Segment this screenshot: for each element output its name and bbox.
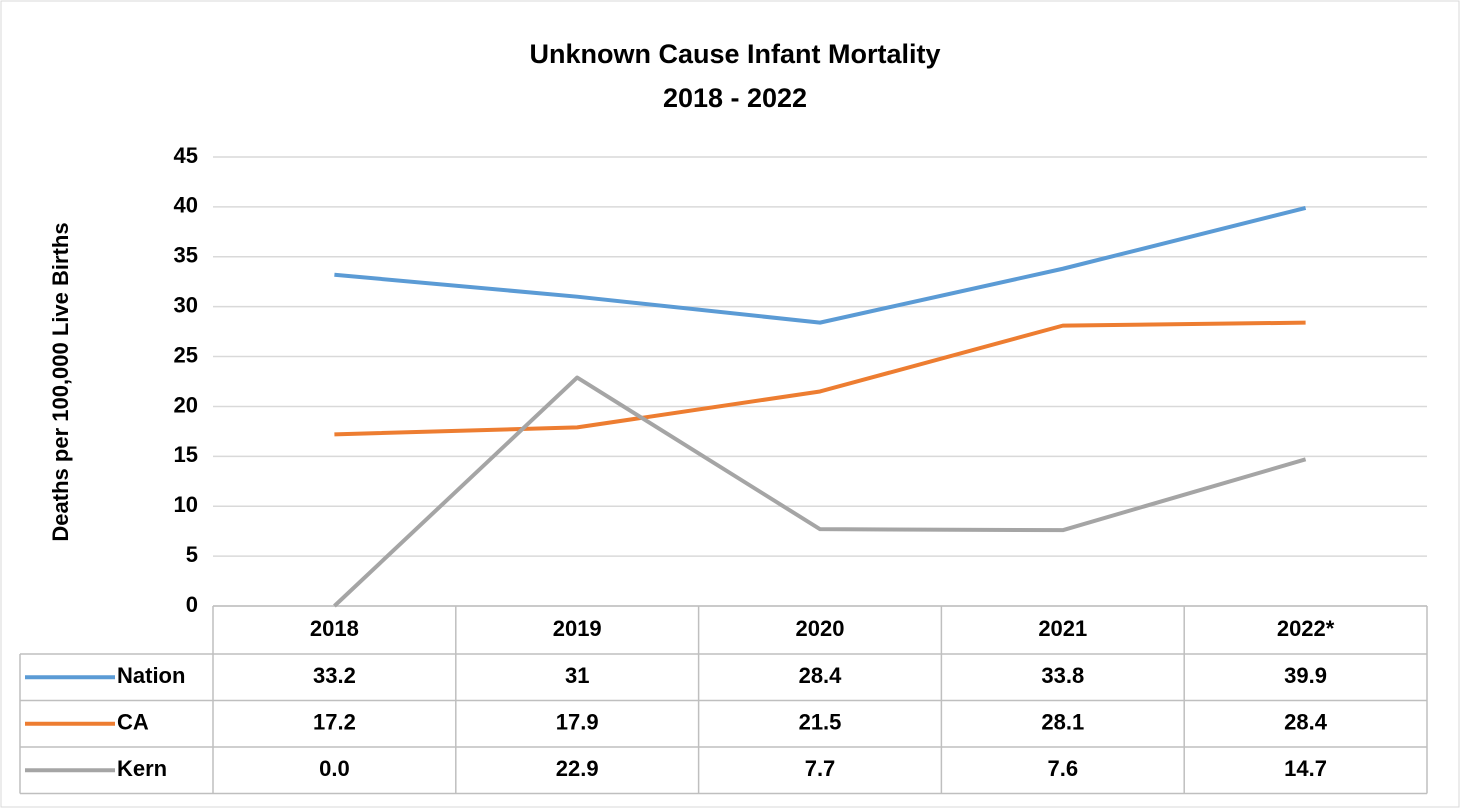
table-value: 39.9 xyxy=(1284,663,1327,688)
table-value: 28.4 xyxy=(799,663,843,688)
x-tick-label: 2022* xyxy=(1277,616,1335,641)
y-tick-label: 0 xyxy=(186,592,198,617)
y-tick-label: 25 xyxy=(174,342,198,367)
y-tick-label: 5 xyxy=(186,542,198,567)
table-value: 0.0 xyxy=(319,756,350,781)
series-line xyxy=(334,205,1307,325)
table-value: 7.6 xyxy=(1048,756,1079,781)
chart-title: Unknown Cause Infant Mortality xyxy=(529,39,940,69)
table-value: 28.1 xyxy=(1041,710,1084,735)
x-tick-label: 2018 xyxy=(310,616,359,641)
series-line xyxy=(334,320,1306,437)
y-tick-label: 35 xyxy=(174,243,198,268)
y-tick-label: 45 xyxy=(174,143,198,168)
x-tick-label: 2019 xyxy=(553,616,602,641)
x-tick-label: 2021 xyxy=(1038,616,1087,641)
table-value: 31 xyxy=(565,663,589,688)
table-value: 33.2 xyxy=(313,663,356,688)
table-value: 21.5 xyxy=(799,710,842,735)
legend-label: CA xyxy=(117,710,149,735)
y-tick-label: 40 xyxy=(174,193,198,218)
series-line xyxy=(333,375,1307,608)
y-tick-label: 10 xyxy=(174,492,198,517)
table-value: 7.7 xyxy=(805,756,836,781)
table-value: 22.9 xyxy=(556,756,599,781)
table-value: 17.2 xyxy=(313,710,356,735)
table-value: 28.4 xyxy=(1284,710,1328,735)
legend-label: Kern xyxy=(117,756,167,781)
legend-label: Nation xyxy=(117,663,185,688)
y-tick-label: 30 xyxy=(174,292,198,317)
table-value: 33.8 xyxy=(1041,663,1084,688)
x-tick-label: 2020 xyxy=(796,616,845,641)
y-tick-label: 20 xyxy=(174,392,198,417)
chart-subtitle: 2018 - 2022 xyxy=(663,83,807,113)
table-value: 14.7 xyxy=(1284,756,1327,781)
y-tick-label: 15 xyxy=(174,442,198,467)
table-value: 17.9 xyxy=(556,710,599,735)
y-axis-label: Deaths per 100,000 Live Births xyxy=(48,222,73,541)
